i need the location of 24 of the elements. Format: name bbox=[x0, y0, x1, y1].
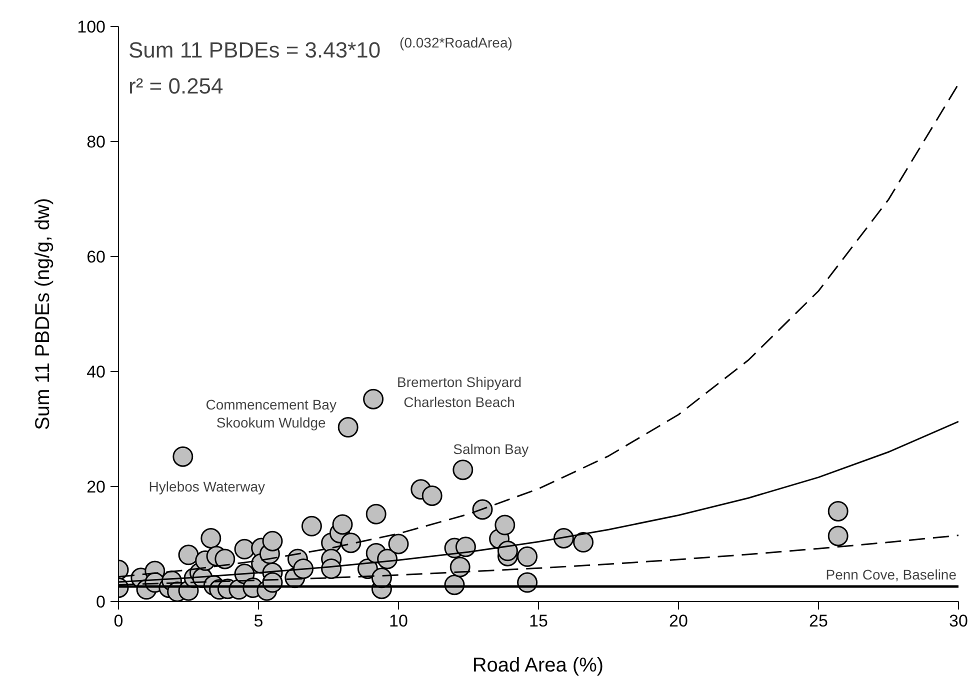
x-tick-label: 10 bbox=[389, 612, 408, 630]
annotation: Skookum Wuldge bbox=[216, 414, 326, 430]
x-tick-label: 30 bbox=[949, 612, 968, 630]
y-tick-label: 80 bbox=[86, 132, 106, 152]
x-tick-label: 15 bbox=[529, 612, 548, 630]
annotation: Hylebos Waterway bbox=[148, 478, 265, 495]
y-tick-label: 40 bbox=[86, 362, 106, 382]
x-tick-label: 25 bbox=[809, 612, 828, 630]
ref-line-label: Penn Cove, Baseline bbox=[826, 566, 957, 583]
annotation: Bremerton Shipyard bbox=[397, 374, 522, 390]
y-tick-label: 60 bbox=[86, 248, 106, 266]
y-tick-label: 20 bbox=[86, 478, 106, 496]
annotation: Sum 11 PBDEs = 3.43*10(0.032*RoadArea) bbox=[128, 34, 512, 62]
y-axis-title: Sum 11 PBDEs (ng/g, dw) bbox=[32, 198, 54, 430]
x-tick-label: 0 bbox=[114, 612, 124, 630]
annotation: Commencement Bay bbox=[206, 396, 336, 412]
y-tick-label: 0 bbox=[96, 592, 106, 612]
x-tick-label: 5 bbox=[254, 612, 264, 630]
annotation: r² = 0.254 bbox=[128, 74, 224, 98]
x-tick-label: 20 bbox=[669, 612, 688, 630]
annotation: Salmon Bay bbox=[453, 440, 529, 457]
x-axis-title: Road Area (%) bbox=[472, 654, 604, 676]
annotation: Charleston Beach bbox=[404, 394, 515, 410]
y-tick-label: 100 bbox=[77, 18, 106, 36]
